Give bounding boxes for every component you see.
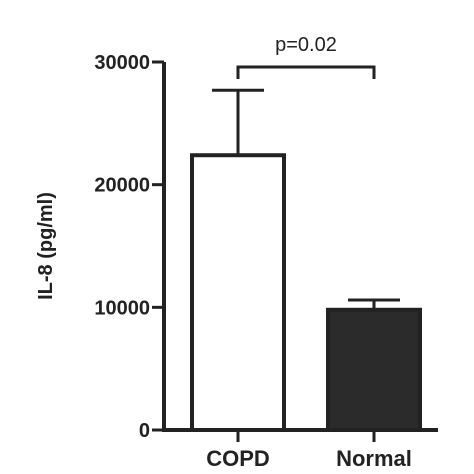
y-tick-label: 0 — [139, 420, 150, 442]
significance-label: p=0.02 — [275, 34, 337, 56]
chart-marks: 0 10000 20000 30000 COPD Normal — [94, 52, 438, 471]
y-axis-label: IL-8 (pg/ml) — [35, 192, 57, 300]
bar-normal — [326, 307, 422, 432]
x-tick-label-copd: COPD — [206, 446, 270, 471]
y-tick-label: 10000 — [94, 297, 150, 319]
x-tick-label-normal: Normal — [336, 446, 412, 471]
y-tick-label: 30000 — [94, 52, 150, 74]
significance-bracket — [236, 65, 376, 79]
bar-copd — [190, 153, 286, 433]
y-tick-label: 20000 — [94, 175, 150, 197]
